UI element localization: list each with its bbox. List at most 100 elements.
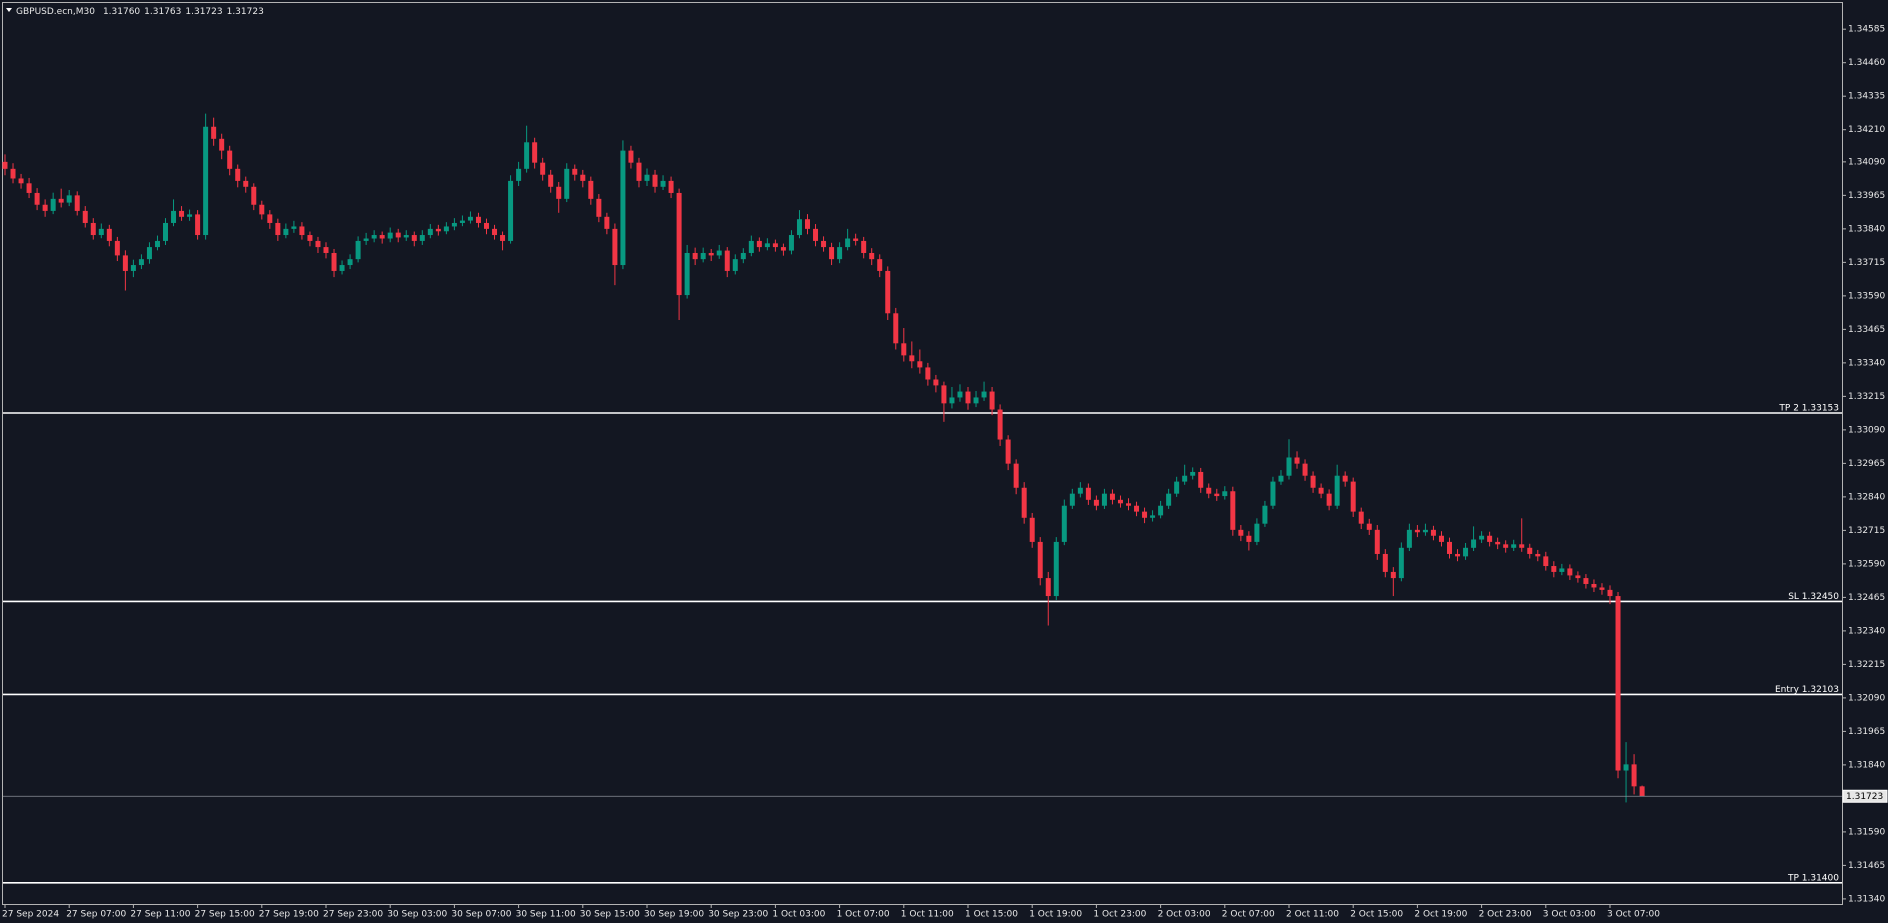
candle-body — [42, 204, 48, 211]
y-tick-label: 1.33715 — [1848, 258, 1885, 268]
y-tick-label: 1.32090 — [1848, 693, 1885, 703]
candle-body — [652, 174, 658, 187]
candle-body — [395, 232, 401, 238]
candle-body — [403, 235, 409, 238]
candle-body — [82, 210, 88, 223]
candle-body — [668, 180, 674, 193]
candle-body — [1551, 566, 1557, 572]
candle-body — [1021, 487, 1027, 518]
candle-body — [1318, 487, 1324, 494]
menu-arrow[interactable] — [6, 8, 12, 12]
candle-body — [1134, 505, 1140, 512]
candle-body — [1254, 523, 1260, 542]
candle-body — [235, 168, 241, 181]
candle-body — [1085, 487, 1091, 500]
candle-body — [756, 240, 762, 248]
candle-body — [283, 228, 289, 236]
candle-body — [1198, 471, 1204, 488]
candle-body — [443, 226, 449, 232]
candle-body — [307, 235, 313, 241]
candle-body — [1206, 487, 1212, 494]
candle-body — [845, 238, 851, 248]
candle-body — [1567, 568, 1573, 576]
header-high: 1.31763 — [144, 7, 181, 17]
candle-body — [580, 174, 586, 181]
candle-body — [130, 265, 136, 271]
candle-body — [98, 228, 104, 236]
y-tick-label: 1.31965 — [1848, 727, 1885, 737]
candle-body — [1214, 493, 1220, 497]
candle-body — [1230, 491, 1236, 530]
candle-body — [829, 247, 835, 260]
candle-body — [1053, 541, 1059, 597]
candle-body — [1487, 535, 1493, 542]
candle-body — [1599, 587, 1605, 590]
candle-body — [893, 313, 899, 344]
candle-body — [1342, 475, 1348, 482]
y-tick-label: 1.32840 — [1848, 492, 1885, 502]
y-tick-label: 1.31465 — [1848, 861, 1885, 871]
candle-body — [1479, 535, 1485, 540]
x-tick-label: 27 Sep 23:00 — [323, 910, 383, 920]
candle-body — [516, 168, 522, 181]
candle-body — [805, 219, 810, 229]
candle-body — [692, 252, 698, 260]
candle-body — [997, 409, 1003, 440]
candle-body — [684, 252, 690, 296]
candle-body — [500, 235, 506, 241]
candle-body — [540, 162, 546, 175]
y-tick-label: 1.31340 — [1848, 894, 1885, 904]
candle-body — [917, 361, 923, 368]
candle-body — [1158, 505, 1164, 516]
candle-body — [1430, 529, 1436, 536]
candle-body — [1117, 499, 1123, 504]
level-label: Entry 1.32103 — [1775, 685, 1839, 695]
candle-body — [1013, 463, 1019, 488]
candle-body — [10, 168, 16, 179]
y-tick-label: 1.33340 — [1848, 358, 1885, 368]
candle-body — [66, 195, 72, 203]
x-tick-label: 3 Oct 07:00 — [1607, 910, 1660, 920]
candle-body — [724, 250, 730, 271]
candle-body — [1511, 544, 1517, 548]
candle-body — [636, 162, 642, 181]
candle-body — [171, 210, 177, 223]
candle-body — [909, 355, 915, 362]
x-tick-label: 2 Oct 19:00 — [1414, 910, 1467, 920]
candle-body — [467, 216, 473, 221]
level-label: TP 1.31400 — [1787, 873, 1839, 883]
candle-body — [90, 222, 96, 236]
candle-body — [74, 195, 80, 211]
candle-body — [1182, 475, 1188, 482]
candle-body — [965, 391, 971, 404]
header-low: 1.31723 — [185, 7, 222, 17]
current-price-label: 1.31723 — [1846, 792, 1883, 802]
candle-body — [122, 255, 128, 271]
x-tick-label: 27 Sep 15:00 — [195, 910, 255, 920]
candle-body — [484, 222, 489, 229]
candle-body — [58, 198, 64, 203]
y-tick-label: 1.34335 — [1848, 92, 1885, 102]
candle-body — [427, 228, 433, 236]
candle-body — [146, 247, 152, 260]
candle-body — [524, 142, 530, 169]
y-tick-label: 1.32590 — [1848, 559, 1885, 569]
candle-body — [941, 385, 947, 404]
candle-body — [1142, 511, 1148, 518]
candle-body — [1069, 493, 1075, 506]
y-tick-label: 1.32465 — [1848, 593, 1885, 603]
candle-body — [869, 252, 875, 260]
candle-body — [1639, 786, 1645, 797]
symbol: GBPUSD.ecn,M30 — [16, 7, 95, 17]
candle-body — [973, 397, 979, 404]
x-tick-label: 30 Sep 03:00 — [387, 910, 447, 920]
candle-body — [708, 252, 714, 256]
candle-body — [853, 238, 859, 241]
candle-body — [1495, 541, 1501, 545]
candle-body — [154, 240, 160, 248]
candle-body — [1382, 553, 1388, 572]
candle-body — [732, 259, 738, 271]
candle-body — [572, 168, 578, 175]
x-tick-label: 2 Oct 15:00 — [1350, 910, 1403, 920]
